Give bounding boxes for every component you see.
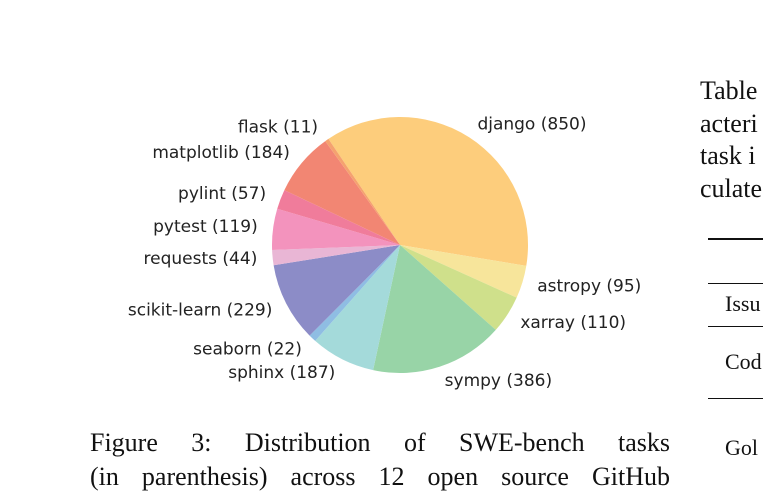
caption-line: Figure 3: Distribution of SWE-bench task… [90,428,670,457]
slice-label: django (850) [477,114,586,134]
table-cell: Gol [725,435,758,460]
slice-label: seaborn (22) [193,339,302,359]
slice-label: matplotlib (184) [152,143,290,163]
pie-slice [273,245,400,336]
table-rule [708,283,763,284]
side-text: acteri [700,109,758,138]
side-text: Table [700,76,758,105]
table-cell: Cod [725,349,762,374]
pie-slice [373,245,496,373]
pie-slice [315,245,400,371]
side-text: task i [700,141,756,170]
slice-label: sphinx (187) [228,363,335,383]
side-text: culate [700,174,763,203]
slice-label: flask (11) [238,117,318,137]
slice-label: pylint (57) [178,184,266,204]
pie-slice [284,141,400,245]
table-rule [708,326,763,327]
slice-label: xarray (110) [520,313,626,333]
chart: django (850) astropy (95) xarray (110) symp… [128,114,641,391]
pie-slice [272,208,400,250]
pie-slice [400,245,517,330]
slice-label: astropy (95) [537,277,641,297]
caption-line: (in parenthesis) across 12 open source G… [90,462,670,491]
table-rule [708,238,763,240]
pie-slice [400,245,527,298]
pie-slice [325,138,400,245]
slice-label: scikit-learn (229) [128,300,272,320]
table-cell: Issu [725,291,761,316]
slice-label: pytest (119) [153,217,258,237]
slice-label: requests (44) [144,249,258,269]
pie-slice [277,190,400,245]
pie-slice [272,245,400,266]
pie-slice [309,245,400,341]
table-rule [708,398,763,399]
slice-label: sympy (386) [445,371,552,391]
pie-slice [328,117,528,266]
